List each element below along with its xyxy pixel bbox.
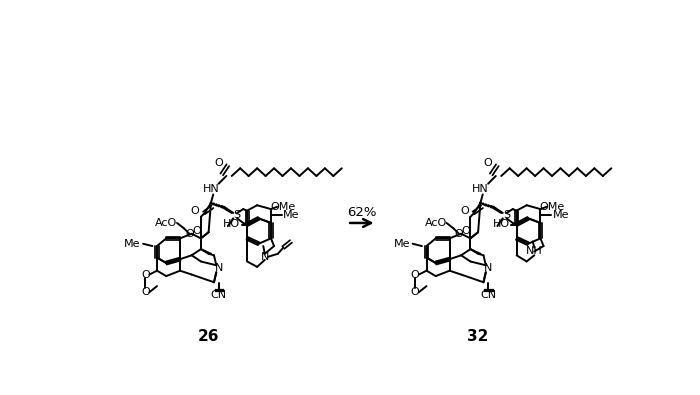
- Text: S: S: [234, 210, 241, 220]
- Circle shape: [216, 204, 217, 205]
- Text: Me: Me: [125, 239, 141, 249]
- Text: N: N: [484, 263, 492, 273]
- Text: O: O: [461, 226, 470, 236]
- Text: O: O: [141, 269, 150, 280]
- Text: HO: HO: [493, 220, 510, 229]
- Text: AcO: AcO: [155, 218, 177, 228]
- Text: N: N: [260, 252, 269, 262]
- Text: OMe: OMe: [540, 202, 565, 212]
- Text: O: O: [411, 269, 419, 280]
- Circle shape: [485, 204, 486, 205]
- Text: O: O: [190, 206, 199, 216]
- Text: O: O: [214, 158, 223, 168]
- Text: OMe: OMe: [270, 202, 295, 212]
- Circle shape: [220, 206, 223, 208]
- Text: O: O: [185, 229, 194, 239]
- Circle shape: [480, 202, 481, 203]
- Text: NH: NH: [526, 246, 543, 256]
- Text: O: O: [192, 226, 201, 236]
- Text: AcO: AcO: [425, 218, 447, 228]
- Text: S: S: [503, 210, 510, 220]
- Text: HN: HN: [472, 184, 489, 194]
- Text: CN: CN: [480, 290, 496, 300]
- Circle shape: [488, 205, 489, 207]
- Text: N: N: [214, 263, 223, 273]
- Text: O: O: [484, 158, 493, 168]
- Text: O: O: [460, 206, 469, 216]
- Circle shape: [218, 205, 220, 207]
- Text: HN: HN: [202, 184, 219, 194]
- Text: HO: HO: [223, 220, 240, 229]
- Circle shape: [482, 203, 484, 205]
- Text: O: O: [454, 229, 463, 239]
- Text: O: O: [411, 287, 419, 297]
- Text: 32: 32: [468, 329, 489, 344]
- Text: 62%: 62%: [347, 207, 377, 220]
- Circle shape: [213, 203, 214, 205]
- Text: O: O: [141, 287, 150, 297]
- Circle shape: [490, 206, 492, 208]
- Circle shape: [210, 202, 211, 203]
- Text: CN: CN: [211, 290, 227, 300]
- Text: 26: 26: [198, 329, 219, 344]
- Text: Me: Me: [553, 210, 569, 220]
- Text: Me: Me: [394, 239, 410, 249]
- Text: Me: Me: [284, 210, 300, 220]
